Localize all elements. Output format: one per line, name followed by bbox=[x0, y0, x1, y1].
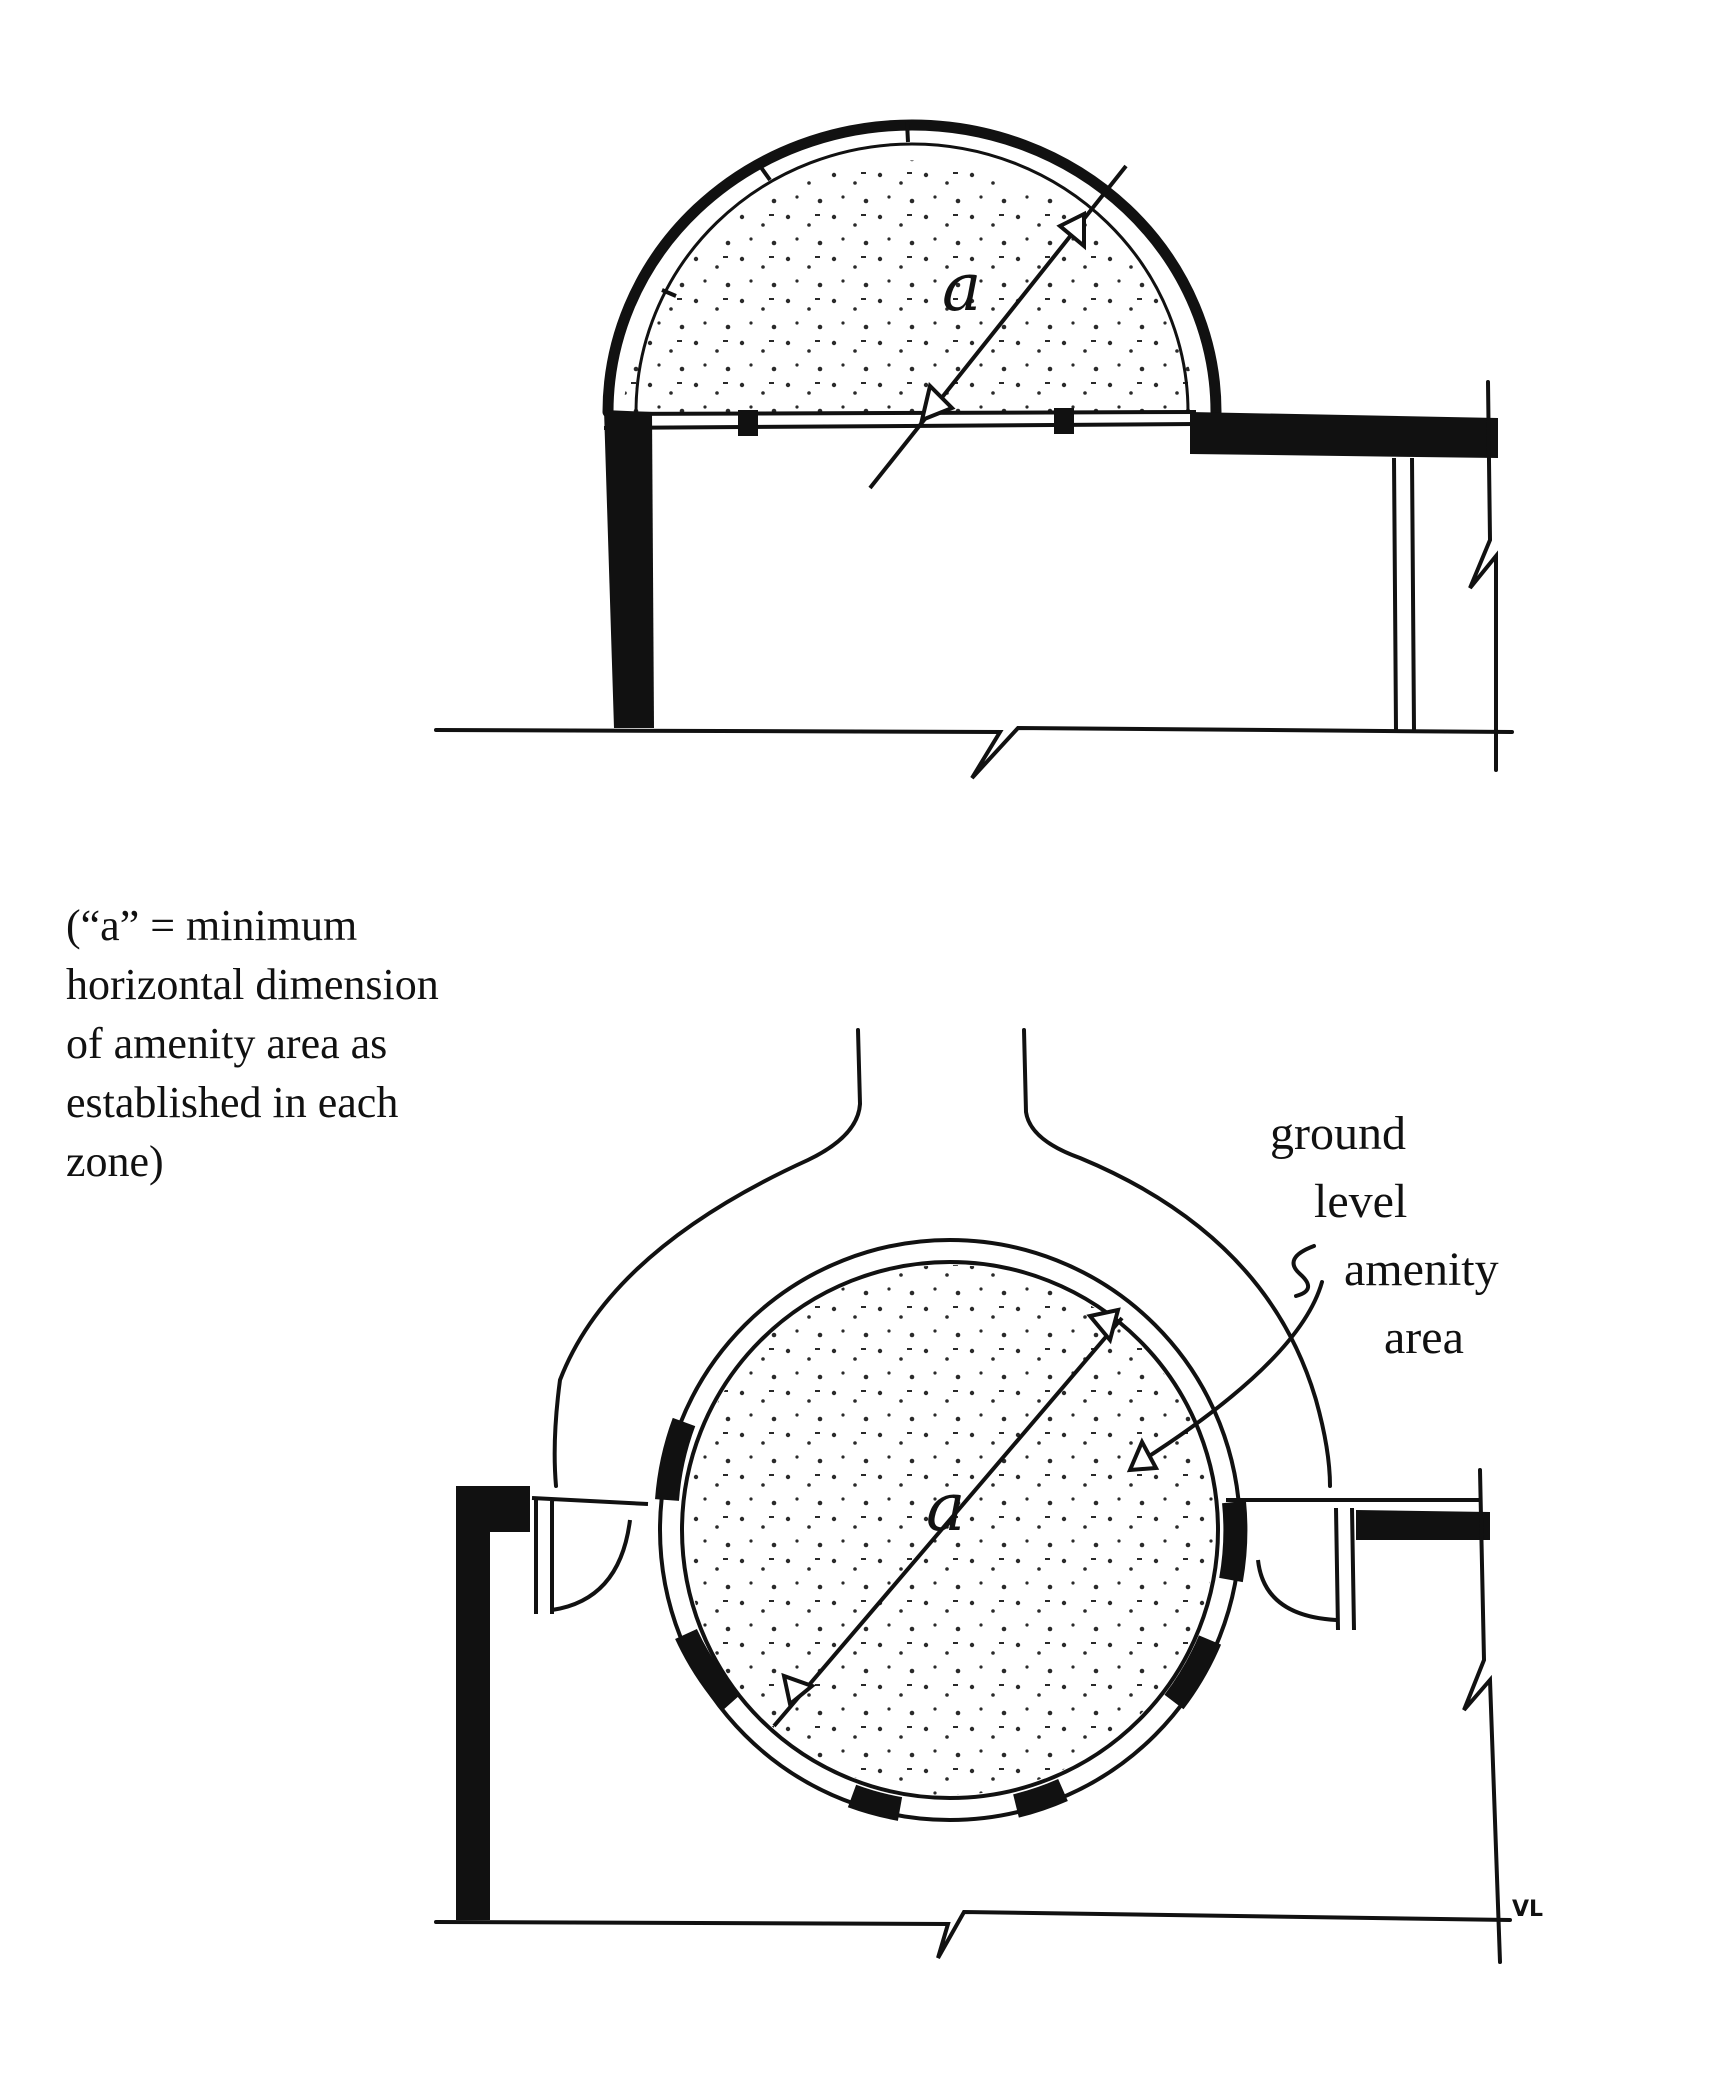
section-dimension-symbol: a bbox=[942, 249, 981, 326]
plan-amenity-fill bbox=[685, 1265, 1215, 1795]
plan-arrowhead-top bbox=[1086, 1307, 1121, 1345]
section-window-block-left bbox=[738, 410, 758, 436]
caption-line: zone) bbox=[66, 1137, 164, 1186]
plan-right-break bbox=[1462, 1468, 1502, 1964]
artist-initials: VL bbox=[1512, 1897, 1543, 1922]
plan-walkway-outline-right bbox=[1022, 1028, 1332, 1488]
plan-door-right bbox=[1226, 1498, 1482, 1631]
section-window-block-right bbox=[1054, 408, 1074, 434]
section-floor-line bbox=[603, 410, 1197, 430]
plan-leader-line bbox=[1138, 1280, 1324, 1464]
plan-door-left bbox=[531, 1496, 649, 1614]
section-ground-line bbox=[434, 725, 1514, 780]
plan-ground-line bbox=[434, 1909, 1512, 1959]
plan-circle-inner bbox=[680, 1260, 1220, 1800]
plan-left-wall bbox=[456, 1486, 530, 1920]
plan-right-slab bbox=[1356, 1510, 1490, 1540]
plan-leader-arrowhead bbox=[1126, 1437, 1160, 1473]
section-right-column bbox=[1392, 457, 1416, 731]
plan-walkway-outline bbox=[552, 1028, 863, 1488]
amenity-area-label: ground level amenity area bbox=[1240, 1100, 1580, 1372]
plan-leader-squiggle bbox=[1291, 1244, 1316, 1298]
section-arc-inner bbox=[634, 142, 1190, 413]
label-line: level bbox=[1314, 1175, 1408, 1228]
plan-view: a VL bbox=[434, 1028, 1543, 1964]
section-arc-outer bbox=[602, 119, 1222, 418]
caption-line: (“a” = minimum bbox=[66, 901, 358, 950]
caption-line: of amenity area as bbox=[66, 1019, 388, 1068]
section-arc-ticks bbox=[661, 121, 910, 298]
plan-dimension-symbol: a bbox=[926, 1469, 965, 1546]
label-line: area bbox=[1384, 1311, 1464, 1364]
section-right-break bbox=[1468, 380, 1498, 772]
section-right-slab bbox=[1190, 412, 1498, 458]
section-arrowhead-top bbox=[1056, 210, 1086, 251]
section-left-wall bbox=[604, 410, 654, 728]
section-view: a bbox=[434, 119, 1514, 780]
plan-wall-segments bbox=[655, 1417, 1248, 1821]
dimension-caption: (“a” = minimum horizontal dimension of a… bbox=[66, 896, 506, 1191]
section-amenity-fill bbox=[622, 160, 1198, 412]
plan-arrowhead-bottom bbox=[781, 1672, 817, 1708]
plan-dimension-line bbox=[772, 1316, 1124, 1728]
label-line: ground bbox=[1270, 1107, 1406, 1160]
label-line: amenity bbox=[1344, 1243, 1499, 1296]
caption-line: horizontal dimension bbox=[66, 960, 439, 1009]
section-arrowhead-bottom bbox=[919, 382, 956, 424]
caption-line: established in each bbox=[66, 1078, 399, 1127]
